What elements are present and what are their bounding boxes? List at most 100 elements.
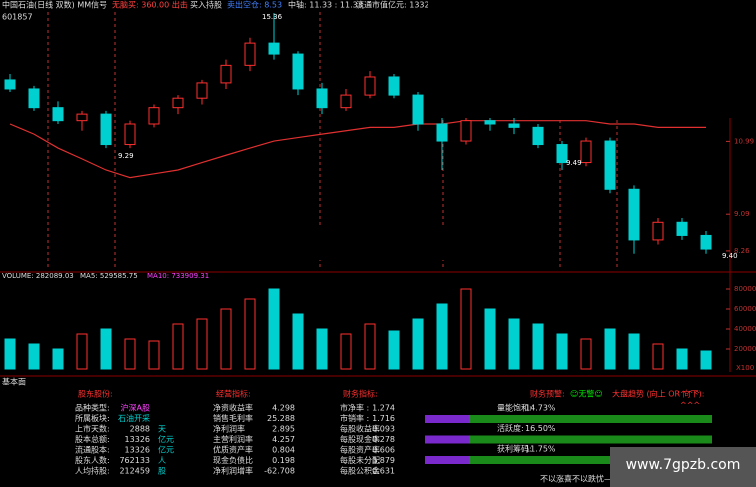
hold: 买入持股 [190, 0, 222, 10]
candle-body [556, 144, 568, 164]
row-value: 13326 [125, 446, 150, 455]
candle-body [124, 123, 136, 146]
warning-label: 财务预警: [530, 389, 565, 399]
volume-bar [436, 303, 448, 370]
row-value: 2.895 [272, 425, 295, 434]
row-value: 212459 [119, 467, 150, 476]
row-label: 股本总额: [75, 434, 110, 444]
row-label: 每股未分配 [340, 455, 380, 465]
volume-bar [604, 328, 616, 370]
row-label: 主营利润率 [213, 434, 253, 444]
sell: 卖出空仓: 8.53 [227, 0, 282, 10]
charts: 8.26 9.09 10.99 15.36 9.29 9.49 9.40 VOLUME: 28… [2, 12, 756, 372]
row-label: 股东人数: [75, 455, 110, 465]
candle-body [412, 94, 424, 125]
row-unit: 亿元 [158, 445, 174, 455]
volume-bar [388, 330, 400, 370]
price-annotation: 15.36 [262, 13, 283, 21]
row-value: 0.804 [272, 446, 295, 455]
volume-bar [292, 313, 304, 370]
volume-bar [316, 328, 328, 370]
row-unit: 天 [158, 425, 166, 434]
candle-body [508, 123, 520, 128]
candle-body [292, 53, 304, 90]
motto: 不以涨喜不以跌忧———— [540, 474, 636, 484]
volume-bar [364, 323, 376, 370]
candle-body [364, 76, 376, 96]
candle-body [100, 113, 112, 146]
volume-bar [148, 340, 160, 370]
row-value: 1.716 [372, 414, 395, 423]
candle-body [76, 113, 88, 122]
volume-bar [340, 333, 352, 370]
candle-body [28, 88, 40, 109]
row-label: 市净率 : [340, 403, 369, 413]
candle-body [4, 79, 16, 90]
group-title: 财务指标: [343, 389, 378, 399]
y-tick-label: 10.99 [734, 137, 754, 145]
volume-bar [628, 333, 640, 370]
candle-body [316, 88, 328, 109]
volume-bar [508, 318, 520, 370]
candle-body [532, 126, 544, 146]
volume-bar [52, 348, 64, 370]
volume-bar [412, 318, 424, 370]
row-label: 流通股本: [75, 445, 110, 455]
row-label: 现金负债比 [213, 455, 253, 465]
meter-track [425, 456, 712, 464]
row-value: 0.278 [372, 435, 395, 444]
volume-bar [532, 323, 544, 370]
row-label: 每股资产率 [340, 445, 380, 455]
y-tick-label: 400000 [734, 325, 756, 333]
candle-body [172, 97, 184, 109]
candle-body [436, 123, 448, 142]
volume-bar [4, 338, 16, 370]
y-tick-label: 9.09 [734, 210, 750, 218]
meter-label: 活跃度: [497, 423, 524, 433]
candle-body [220, 64, 232, 84]
meter-track [425, 415, 712, 423]
row-value: 石油开采 [118, 413, 150, 423]
candle-body [244, 42, 256, 66]
volume-bar [700, 350, 712, 370]
y-tick-label: 800000 [734, 285, 756, 293]
volume-bar [100, 328, 112, 370]
row-label: 每股公积金 [340, 466, 380, 476]
volume-bar [124, 338, 136, 370]
meter-label: 获利筹码: [497, 444, 532, 454]
row-unit: 股 [158, 467, 166, 476]
row-label: 品种类型: [75, 403, 110, 413]
candle-body [196, 82, 208, 99]
row-unit: 亿元 [158, 434, 174, 444]
trend-value: ^^^ [680, 390, 700, 399]
candle-body [604, 140, 616, 190]
volume-legend: MA5: 529585.75 [80, 272, 138, 280]
candle-body [580, 140, 592, 164]
buy: 无脑买: 360.00 出击 [112, 0, 188, 10]
trend-value: ^^^ [680, 401, 700, 410]
row-value: -62.708 [264, 467, 295, 476]
row-value: 0.606 [372, 446, 395, 455]
meter-track [425, 435, 712, 444]
candle-body [484, 120, 496, 125]
candle-body [676, 221, 688, 236]
axis: 中轴: 11.33 : 11.33 [288, 0, 363, 10]
group-title: 经营指标: [216, 389, 251, 399]
row-label: 所属板块: [75, 413, 110, 423]
row-value: 25.288 [267, 414, 295, 423]
volume-bar [676, 348, 688, 370]
candle-body [628, 188, 640, 241]
row-label: 销售毛利率 [213, 413, 253, 423]
row-value: 沪深A股 [121, 403, 150, 413]
meter-fill [425, 435, 469, 444]
volume-bar [220, 308, 232, 370]
volume-bar [460, 288, 472, 370]
candle-body [52, 107, 64, 122]
row-label: 净资收益率 [213, 403, 253, 413]
row-value: 1.274 [372, 404, 395, 413]
candle-body [268, 42, 280, 55]
redaction [283, 226, 472, 260]
y-tick-label: 600000 [734, 305, 756, 313]
unit-label: X100 [736, 364, 754, 372]
